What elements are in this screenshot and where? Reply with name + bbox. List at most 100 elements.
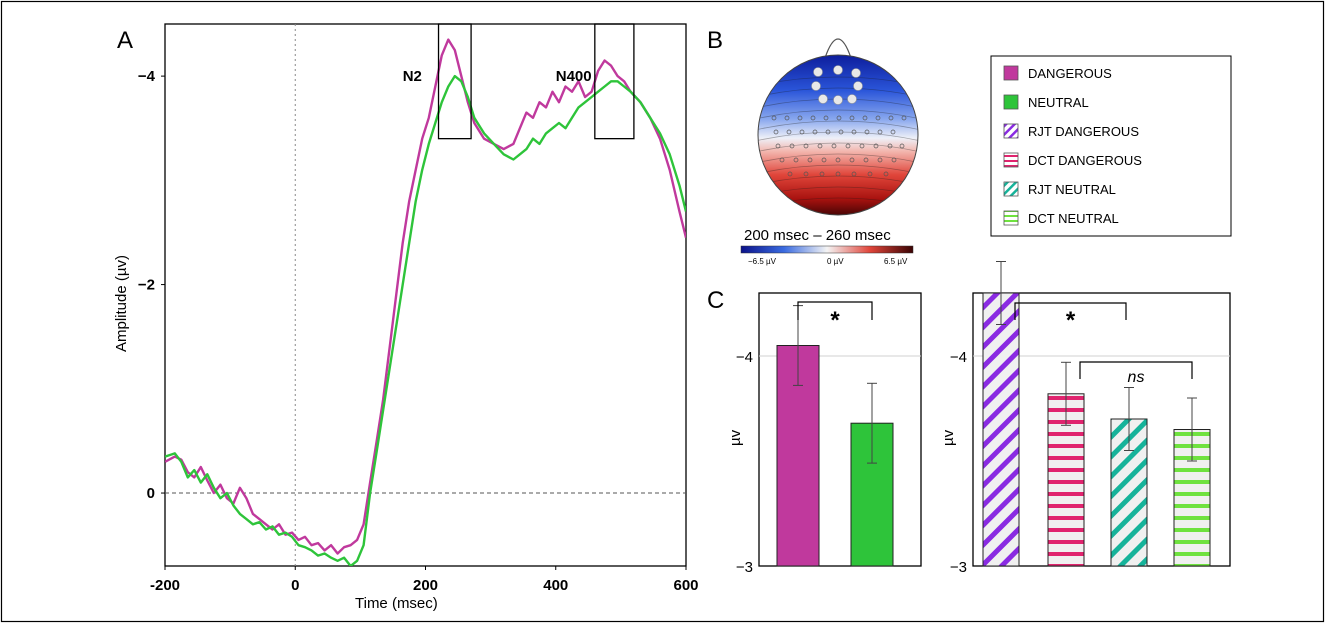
selected-electrode-marker — [813, 67, 823, 77]
head-nose — [824, 38, 852, 59]
selected-electrode-marker — [811, 81, 821, 91]
electrode-marker — [851, 129, 857, 135]
topomap-contour — [758, 153, 918, 164]
electrode-marker — [836, 115, 842, 121]
electrode-marker — [803, 171, 809, 177]
selected-electrode-marker — [851, 68, 861, 78]
ns-bracket — [1079, 361, 1193, 379]
electrode-marker — [849, 157, 855, 163]
legend-swatch — [1003, 123, 1019, 139]
legend-label: DCT NEUTRAL — [1028, 211, 1119, 226]
panel-a-ticks: -200 0 200 400 600 0 −2 −4 — [138, 68, 699, 594]
electrode-marker — [831, 143, 837, 149]
panel-label-b: B — [707, 27, 723, 54]
panel-c-left-y-axis-label: µv — [727, 429, 744, 446]
component-label-n2: N2 — [403, 68, 422, 85]
electrode-marker — [771, 115, 777, 121]
colorbar-min-label: −6.5 µV — [748, 257, 777, 266]
electrode-marker — [787, 171, 793, 177]
electrode-marker — [803, 143, 809, 149]
electrode-marker — [849, 115, 855, 121]
selected-electrode-marker — [818, 94, 828, 104]
panel-label-a: A — [117, 27, 133, 54]
electrode-marker — [883, 171, 889, 177]
electrode-marker — [863, 157, 869, 163]
electrode-marker — [845, 143, 851, 149]
panel-a-window-boxes: N2 N400 — [403, 23, 635, 140]
topomap-contour — [758, 87, 918, 98]
legend-label: RJT NEUTRAL — [1028, 182, 1116, 197]
x-tick-label: 600 — [673, 577, 698, 594]
electrode-marker — [789, 143, 795, 149]
electrode-marker — [807, 157, 813, 163]
colorbar-max-label: 6.5 µV — [884, 257, 908, 266]
electrode-marker — [877, 129, 883, 135]
electrode-marker — [812, 129, 818, 135]
electrode-marker — [786, 129, 792, 135]
selected-electrode-marker — [847, 94, 857, 104]
panel-b-topomap: 200 msec – 260 msec −6.5 µV 0 µV 6.5 µV — [740, 38, 919, 266]
electrode-marker — [835, 157, 841, 163]
panel-c-left-frame — [758, 292, 922, 567]
panel-c-right-frame — [972, 292, 1231, 567]
electrode-marker — [901, 115, 907, 121]
panel-a-line-chart: N2 N400 -200 0 200 400 600 0 −2 −4 Time (msec) A… — [113, 23, 699, 612]
electrode-marker — [877, 157, 883, 163]
significance-marker: * — [1066, 307, 1076, 334]
legend-swatch — [1003, 65, 1019, 81]
panel-a-reference-lines — [165, 24, 686, 566]
electrode-marker — [799, 129, 805, 135]
topomap-contour — [758, 131, 918, 142]
electrode-marker — [899, 143, 905, 149]
y-tick-label: −3 — [736, 559, 753, 576]
topomap-contour — [758, 120, 918, 131]
panel-a-plot-frame — [164, 23, 687, 567]
ns-marker: ns — [1128, 369, 1145, 386]
colorbar-zero-label: 0 µV — [827, 257, 844, 266]
x-tick-label: 0 — [291, 577, 299, 594]
y-tick-label: −4 — [138, 68, 156, 85]
topomap-scalp — [758, 55, 918, 215]
electrode-marker — [873, 143, 879, 149]
legend-box — [990, 55, 1232, 237]
electrode-marker — [864, 129, 870, 135]
electrode-marker — [779, 157, 785, 163]
y-tick-label: 0 — [147, 485, 155, 502]
electrode-marker — [825, 129, 831, 135]
significance-bracket — [1014, 302, 1127, 320]
legend-swatch — [1003, 210, 1019, 226]
legend-label: DCT DANGEROUS — [1028, 153, 1142, 168]
series-line-neutral — [165, 74, 686, 566]
electrode-marker — [823, 115, 829, 121]
electrode-marker — [862, 115, 868, 121]
y-tick-label: −4 — [950, 349, 967, 366]
electrode-marker — [775, 143, 781, 149]
electrode-marker — [821, 157, 827, 163]
panel-label-c: C — [707, 287, 724, 314]
electrode-marker — [891, 157, 897, 163]
component-window-n400 — [594, 23, 635, 140]
electrode-marker — [793, 157, 799, 163]
panel-c-right-y-axis-label: µv — [940, 429, 957, 446]
y-tick-label: −3 — [950, 559, 967, 576]
topomap-contour — [758, 142, 918, 153]
electrode-marker — [859, 143, 865, 149]
legend-swatch — [1003, 181, 1019, 197]
electrode-marker — [797, 115, 803, 121]
head-outline — [757, 54, 919, 216]
y-tick-label: −4 — [736, 349, 753, 366]
significance-bracket — [797, 301, 873, 320]
electrode-marker — [887, 143, 893, 149]
electrode-marker — [888, 115, 894, 121]
component-window-n2 — [437, 23, 472, 140]
x-tick-label: 200 — [413, 577, 438, 594]
panel-a-x-axis-label: Time (msec) — [355, 595, 438, 612]
legend-label: NEUTRAL — [1028, 95, 1089, 110]
significance-marker: * — [830, 307, 840, 334]
legend-swatch — [1003, 152, 1019, 168]
electrode-marker — [817, 143, 823, 149]
selected-electrode-marker — [833, 65, 843, 75]
electrode-marker — [867, 171, 873, 177]
selected-electrode-marker — [853, 81, 863, 91]
legend: DANGEROUS NEUTRAL RJT DANGEROUS DCT DANGERO… — [990, 55, 1232, 237]
